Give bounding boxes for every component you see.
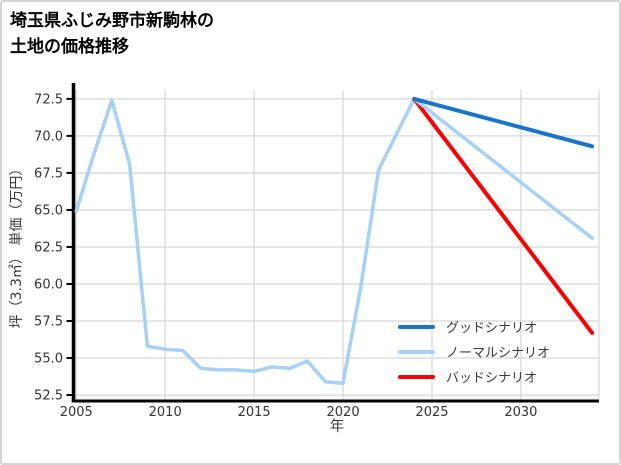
y-tick-label: 60.0 <box>34 277 63 292</box>
legend-swatch-bad-scenario <box>398 374 435 379</box>
legend: グッドシナリオ ノーマルシナリオ バッドシナリオ <box>398 314 550 389</box>
legend-label-bad-scenario: バッドシナリオ <box>446 371 538 386</box>
x-tick-label: 2030 <box>504 405 537 420</box>
y-tick-label: 52.5 <box>34 389 63 404</box>
chart-title-line2: 土地の価格推移 <box>10 37 129 57</box>
y-tick-label: 67.5 <box>34 166 63 181</box>
x-tick-label: 2005 <box>60 405 93 420</box>
legend-swatch-normal-scenario <box>398 349 435 354</box>
y-axis-label: 坪（3.3㎡） 単価（万円） <box>9 161 25 329</box>
x-tick-label: 2010 <box>149 405 182 420</box>
y-tick-label: 57.5 <box>34 315 63 330</box>
series-line-normal-scenario <box>412 97 594 240</box>
legend-item-normal-scenario: ノーマルシナリオ <box>398 339 550 364</box>
x-tick-label: 2015 <box>238 405 271 420</box>
chart-title: 埼玉県ふじみ野市新駒林の 土地の価格推移 <box>10 8 214 60</box>
y-tick-label: 55.0 <box>34 352 63 367</box>
series-line-historical <box>74 97 416 385</box>
x-tick-label: 2025 <box>415 405 448 420</box>
x-axis-label: 年 <box>329 419 345 435</box>
y-tick-label: 65.0 <box>34 203 63 218</box>
legend-label-normal-scenario: ノーマルシナリオ <box>446 346 551 361</box>
y-tick-label: 72.5 <box>34 92 63 107</box>
chart-title-line1: 埼玉県ふじみ野市新駒林の <box>10 11 214 31</box>
y-tick-label: 70.0 <box>34 129 63 144</box>
legend-label-good-scenario: グッドシナリオ <box>446 321 538 336</box>
x-tick-label: 2020 <box>327 405 360 420</box>
legend-swatch-good-scenario <box>398 324 435 329</box>
legend-item-bad-scenario: バッドシナリオ <box>398 364 550 389</box>
series-line-good-scenario <box>412 96 595 149</box>
series-line-bad-scenario <box>412 96 595 335</box>
y-tick-label: 62.5 <box>34 240 63 255</box>
legend-item-good-scenario: グッドシナリオ <box>398 314 550 339</box>
